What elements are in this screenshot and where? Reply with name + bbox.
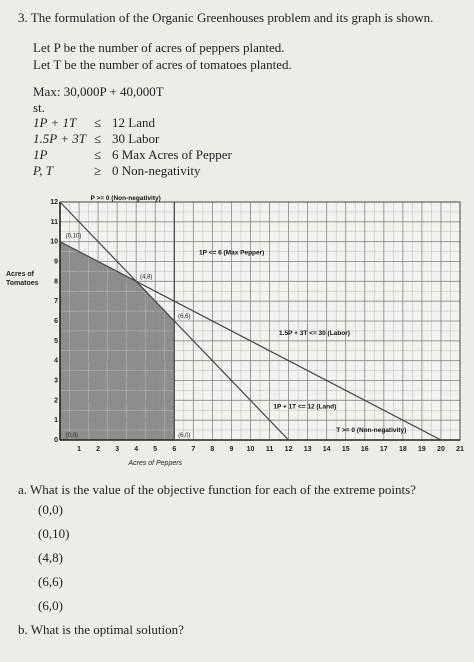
constraint-rhs: 0 Non-negativity bbox=[112, 163, 201, 178]
lp-graph: 1 2 3 4 5 6 7 8 9 10 11 12 13 14 15 16 17 18 19 20 21 0 1 2 3 4 5 6… bbox=[0, 188, 474, 472]
extreme-point: (0,10) bbox=[38, 526, 70, 541]
part-a-question: a. What is the value of the objective fu… bbox=[18, 482, 416, 497]
x-tick-label: 16 bbox=[361, 446, 369, 453]
extreme-point-label: (0,10) bbox=[66, 234, 82, 240]
constraint-lhs: P, T bbox=[33, 163, 53, 178]
x-tick-label: 5 bbox=[153, 446, 157, 453]
part-b-question: b. What is the optimal solution? bbox=[18, 622, 184, 637]
constraint-lhs: 1.5P + 3T bbox=[33, 131, 86, 146]
x-tick-label: 7 bbox=[191, 446, 195, 453]
question-title: 3. The formulation of the Organic Greenh… bbox=[18, 10, 434, 25]
y-axis-label: Tomatoes bbox=[6, 280, 39, 287]
x-tick-label: 17 bbox=[380, 446, 388, 453]
variable-definition-t: Let T be the number of acres of tomatoes… bbox=[33, 57, 292, 72]
extreme-point: (6,0) bbox=[38, 598, 63, 613]
x-tick-label: 4 bbox=[134, 446, 138, 453]
objective-function: Max: 30,000P + 40,000T bbox=[33, 84, 164, 99]
constraint-rhs: 12 Land bbox=[112, 115, 155, 130]
constraint-lhs: 1P + 1T bbox=[33, 115, 77, 130]
variable-definition-p: Let P be the number of acres of peppers … bbox=[33, 40, 285, 55]
y-tick-label: 8 bbox=[54, 278, 58, 285]
constraint-relation: ≤ bbox=[94, 131, 102, 146]
y-tick-label: 12 bbox=[50, 199, 58, 206]
x-tick-label: 18 bbox=[399, 446, 407, 453]
extreme-point-label: (0,0) bbox=[66, 433, 78, 439]
x-tick-label: 1 bbox=[77, 446, 81, 453]
constraint-relation: ≤ bbox=[94, 115, 102, 130]
constraint-relation: ≥ bbox=[94, 163, 102, 178]
extreme-point-label: (6,0) bbox=[178, 433, 190, 439]
constraint-label: 1.5P + 3T <= 30 (Labor) bbox=[279, 330, 350, 337]
constraint-label: P >= 0 (Non-negativity) bbox=[90, 195, 160, 202]
y-tick-label: 6 bbox=[54, 318, 58, 325]
y-tick-label: 4 bbox=[54, 358, 58, 365]
y-tick-label: 7 bbox=[54, 298, 58, 305]
x-tick-label: 3 bbox=[115, 446, 119, 453]
x-tick-label: 21 bbox=[456, 446, 464, 453]
x-tick-label: 19 bbox=[418, 446, 426, 453]
y-tick-label: 9 bbox=[54, 259, 58, 266]
x-tick-label: 11 bbox=[266, 446, 274, 453]
extreme-point: (6,6) bbox=[38, 574, 63, 589]
extreme-point-label: (4,8) bbox=[140, 274, 152, 280]
subject-to-label: st. bbox=[33, 100, 45, 115]
x-tick-label: 10 bbox=[247, 446, 255, 453]
x-tick-label: 12 bbox=[285, 446, 293, 453]
y-tick-label: 0 bbox=[54, 437, 58, 444]
extreme-point: (0,0) bbox=[38, 502, 63, 517]
y-tick-label: 11 bbox=[51, 219, 59, 226]
x-tick-label: 14 bbox=[323, 446, 331, 453]
y-axis-label: Acres of bbox=[6, 271, 35, 278]
x-tick-label: 13 bbox=[304, 446, 312, 453]
x-axis-label: Acres of Peppers bbox=[127, 460, 182, 467]
x-tick-label: 2 bbox=[96, 446, 100, 453]
constraint-line-2 bbox=[59, 241, 442, 441]
constraint-relation: ≤ bbox=[94, 147, 102, 162]
x-tick-label: 9 bbox=[229, 446, 233, 453]
constraint-lhs: 1P bbox=[33, 147, 48, 162]
extreme-point: (4,8) bbox=[38, 550, 63, 565]
constraint-label: 1P + 1T <= 12 (Land) bbox=[273, 403, 336, 410]
x-tick-label: 15 bbox=[342, 446, 350, 453]
y-tick-label: 3 bbox=[54, 378, 58, 385]
y-tick-label: 10 bbox=[50, 239, 58, 246]
y-tick-label: 2 bbox=[54, 397, 58, 404]
extreme-point-label: (6,6) bbox=[178, 314, 190, 320]
y-tick-label: 5 bbox=[54, 338, 58, 345]
constraint-label: T >= 0 (Non-negativity) bbox=[336, 427, 406, 434]
constraint-label: 1P <= 6 (Max Pepper) bbox=[199, 250, 264, 257]
lp-graph-svg: 1 2 3 4 5 6 7 8 9 10 11 12 13 14 15 16 17 18 19 20 210123456… bbox=[6, 195, 464, 467]
constraint-rhs: 30 Labor bbox=[112, 131, 160, 146]
x-tick-label: 6 bbox=[172, 446, 176, 453]
constraint-rhs: 6 Max Acres of Pepper bbox=[112, 147, 232, 162]
y-tick-label: 1 bbox=[54, 417, 58, 424]
x-tick-label: 8 bbox=[210, 446, 214, 453]
x-tick-label: 20 bbox=[437, 446, 445, 453]
